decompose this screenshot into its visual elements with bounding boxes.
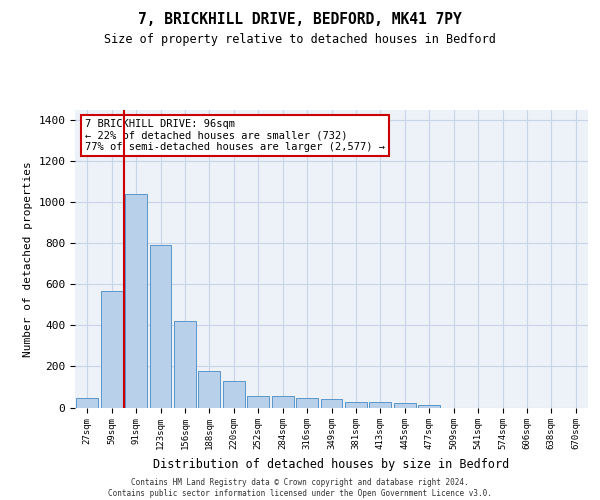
Bar <box>101 290 122 408</box>
Text: Contains HM Land Registry data © Crown copyright and database right 2024.
Contai: Contains HM Land Registry data © Crown c… <box>108 478 492 498</box>
Bar <box>76 398 98 407</box>
Text: Size of property relative to detached houses in Bedford: Size of property relative to detached ho… <box>104 32 496 46</box>
Bar <box>247 396 269 407</box>
Bar <box>174 322 196 408</box>
Text: 7 BRICKHILL DRIVE: 96sqm
← 22% of detached houses are smaller (732)
77% of semi-: 7 BRICKHILL DRIVE: 96sqm ← 22% of detach… <box>85 119 385 152</box>
Bar <box>223 381 245 407</box>
Y-axis label: Number of detached properties: Number of detached properties <box>23 161 33 356</box>
Bar <box>394 404 416 407</box>
Bar <box>345 402 367 407</box>
Bar <box>199 371 220 408</box>
X-axis label: Distribution of detached houses by size in Bedford: Distribution of detached houses by size … <box>154 458 509 471</box>
Bar <box>418 405 440 407</box>
Bar <box>125 194 147 408</box>
Bar <box>370 402 391 407</box>
Text: 7, BRICKHILL DRIVE, BEDFORD, MK41 7PY: 7, BRICKHILL DRIVE, BEDFORD, MK41 7PY <box>138 12 462 28</box>
Bar <box>320 399 343 407</box>
Bar <box>149 246 172 408</box>
Bar <box>296 398 318 407</box>
Bar <box>272 396 293 407</box>
